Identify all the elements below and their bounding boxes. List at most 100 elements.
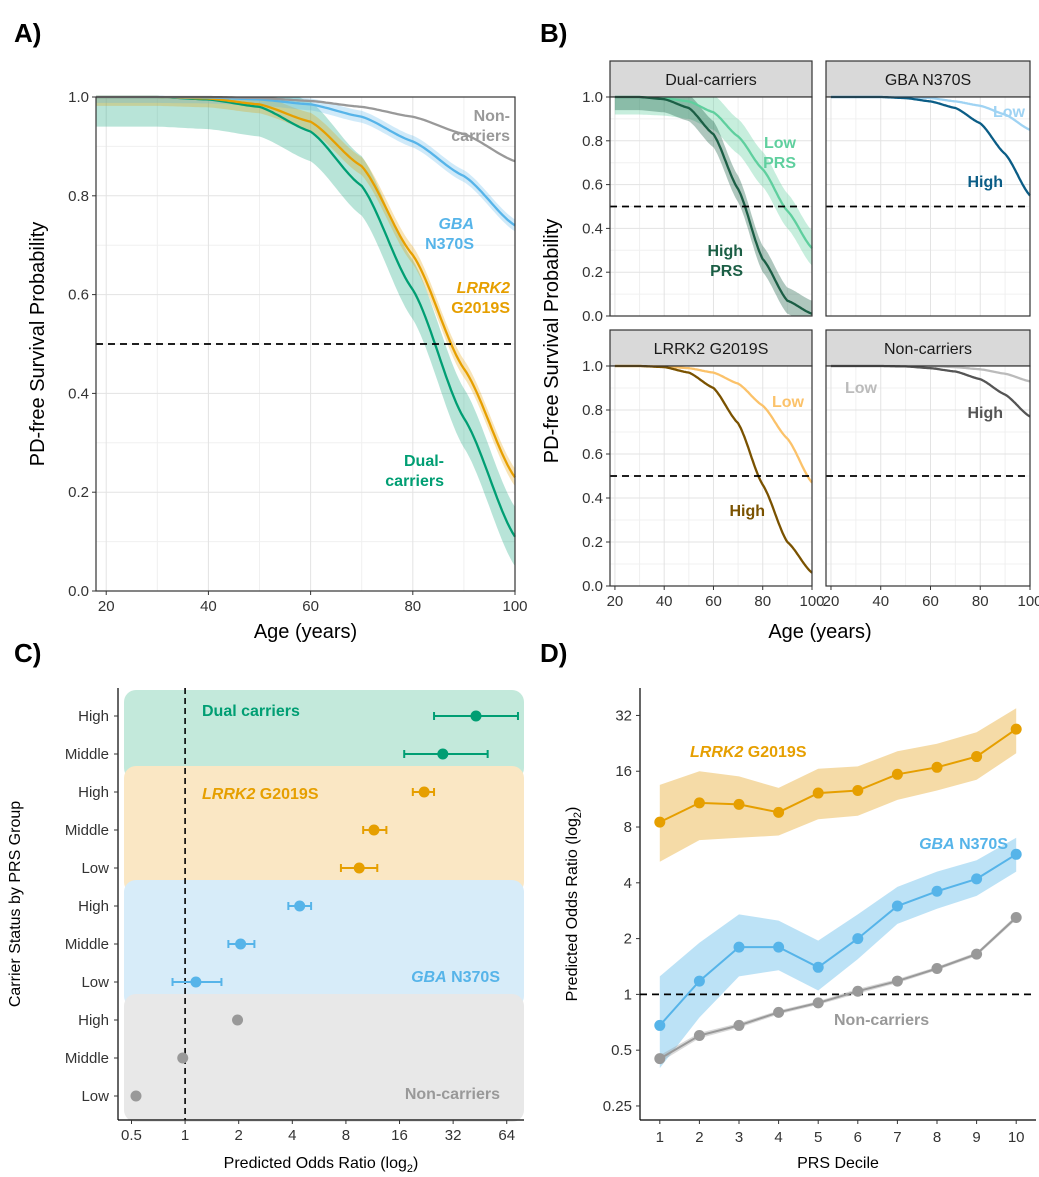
odds-ratio-point-gba [773, 941, 785, 953]
y-tick-label: 1.0 [582, 358, 603, 375]
y-tick-label: 4 [624, 875, 632, 892]
y-axis-title: PD-free Survival Probability [27, 222, 49, 467]
series-label-gba: GBA [438, 216, 474, 233]
x-tick-label: 32 [445, 1127, 462, 1144]
odds-ratio-point-noncarriers [891, 975, 903, 987]
group-label-dual: Dual carriers [202, 703, 300, 720]
y-axis-title-sub: 2 [572, 812, 584, 818]
x-tick-label: 10 [1008, 1129, 1025, 1146]
y-tick-label: 0.4 [68, 385, 89, 402]
series-label: High [707, 243, 743, 260]
odds-ratio-point-lrrk2 [353, 862, 365, 874]
odds-ratio-point-noncarriers [130, 1090, 142, 1102]
series-label: Low [993, 104, 1026, 121]
y-tick-label: 1.0 [582, 89, 603, 106]
odds-ratio-line-lrrk2 [659, 728, 1017, 823]
x-tick-label: 4 [774, 1129, 782, 1146]
odds-ratio-point-noncarriers [177, 1052, 189, 1064]
x-tick-label: 4 [288, 1127, 296, 1144]
odds-ratio-point-gba [971, 873, 983, 885]
odds-ratio-point-gba [733, 941, 745, 953]
y-tick-label: Low [81, 860, 109, 877]
odds-ratio-point-gba [812, 961, 824, 973]
y-tick-label: Middle [65, 822, 109, 839]
series-label: Low [772, 394, 805, 411]
y-tick-label: 0.5 [611, 1042, 632, 1059]
x-tick-label: 1 [656, 1129, 664, 1146]
y-axis-title: Predicted Odds Ratio (log2) [564, 807, 584, 1002]
x-tick-label: 80 [404, 598, 421, 615]
y-tick-label: 0.2 [582, 264, 603, 281]
panel-d-odds-ratio-by-decile: 0.25 0.5 1 2 4 8 16 32 1 2 3 4 5 6 7 8 9 10 LRRK2 G2019S GB… [564, 688, 1036, 1172]
series-label: PRS [763, 155, 796, 172]
series-label-noncarriers: carriers [451, 128, 510, 145]
y-axis-title-main: Predicted Odds Ratio (log [564, 818, 581, 1001]
group-background-noncarriers [124, 994, 524, 1122]
x-tick-label: 3 [735, 1129, 743, 1146]
series-label-dual: Dual- [404, 453, 444, 470]
y-tick-label: 0.8 [582, 133, 603, 150]
y-axis-title: PD-free Survival Probability [541, 219, 563, 464]
series-label-italic: GBA [919, 836, 955, 853]
x-tick-label: 5 [814, 1129, 822, 1146]
y-tick-label: 0.2 [582, 534, 603, 551]
series-label-gba: GBA N370S [919, 836, 1008, 853]
y-tick-label: 0.6 [68, 287, 89, 304]
y-tick-label: Middle [65, 746, 109, 763]
survival-line-dual_high [614, 95, 813, 315]
confidence-band [614, 97, 812, 266]
facet-3: Non-carriers 20 40 60 80 100 Low High [823, 329, 1039, 610]
series-label-text: N370S [955, 836, 1009, 853]
y-tick-label: 0.0 [582, 308, 603, 325]
odds-ratio-line-noncarriers [659, 916, 1017, 1060]
odds-ratio-point-gba [654, 1019, 666, 1031]
odds-ratio-point-lrrk2 [852, 784, 864, 796]
odds-ratio-point-noncarriers [733, 1019, 745, 1031]
group-label-text: G2019S [255, 786, 318, 803]
odds-ratio-point-noncarriers [232, 1014, 244, 1026]
series-label: Low [764, 135, 797, 152]
y-tick-label: 1.0 [68, 89, 89, 106]
odds-ratio-point-noncarriers [773, 1006, 785, 1018]
x-tick-label: 20 [607, 593, 624, 610]
x-axis-title: Predicted Odds Ratio (log2) [224, 1155, 419, 1175]
y-tick-label: 2 [624, 931, 632, 948]
odds-ratio-point-gba [931, 885, 943, 897]
y-tick-label: 1 [624, 986, 632, 1003]
x-tick-label: 20 [823, 593, 840, 610]
x-axis-title-end: ) [413, 1155, 418, 1172]
odds-ratio-point-gba [1010, 848, 1022, 860]
odds-ratio-point-gba [235, 938, 247, 950]
facet-strip [609, 329, 813, 367]
facet-title: Dual-carriers [665, 72, 757, 89]
plot-border [825, 96, 1031, 317]
series-label-gba: N370S [425, 236, 474, 253]
x-tick-label: 1 [181, 1127, 189, 1144]
y-tick-label: 0.6 [582, 177, 603, 194]
facet-2: LRRK2 G2019S 0.0 0.2 0.4 0.6 0.8 1.0 20 40 60 80 10… [582, 329, 825, 610]
series-label-lrrk2: LRRK2 G2019S [690, 744, 807, 761]
odds-ratio-point-lrrk2 [891, 768, 903, 780]
y-tick-label: 0.2 [68, 484, 89, 501]
x-tick-label: 6 [854, 1129, 862, 1146]
series-label-italic: LRRK2 [690, 744, 743, 761]
panel-b-faceted-survival: Dual-carriers 0.0 0.2 0.4 0.6 0.8 1.0 Low PRS Hig… [541, 60, 1039, 643]
x-tick-label: 60 [922, 593, 939, 610]
odds-ratio-point-lrrk2 [693, 797, 705, 809]
y-tick-label: Middle [65, 936, 109, 953]
y-tick-label: 32 [615, 707, 632, 724]
odds-ratio-point-noncarriers [931, 962, 943, 974]
x-tick-label: 2 [695, 1129, 703, 1146]
odds-ratio-point-gba [852, 933, 864, 945]
odds-ratio-point-lrrk2 [418, 786, 430, 798]
x-axis-title-sub: 2 [407, 1163, 413, 1175]
facet-title: Non-carriers [884, 341, 972, 358]
odds-ratio-point-noncarriers [1010, 911, 1022, 923]
panel-c-odds-ratio-forest: High Middle High Middle Low High Middle Low High… [7, 688, 524, 1175]
group-label-text: Dual carriers [202, 703, 300, 720]
y-tick-label: 0.8 [582, 402, 603, 419]
x-tick-label: 60 [302, 598, 319, 615]
facet-title: LRRK2 G2019S [654, 341, 769, 358]
series-label: Low [845, 380, 878, 397]
x-tick-label: 0.5 [121, 1127, 142, 1144]
